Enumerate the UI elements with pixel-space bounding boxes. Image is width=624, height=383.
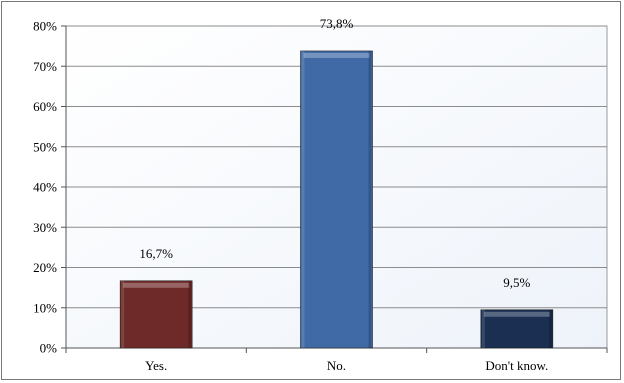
bar-edge-highlight [301, 50, 305, 349]
y-tick-label: 0% [40, 341, 58, 356]
bars: 16,7% 73,8% 9,5% [119, 16, 554, 349]
bar-highlight [303, 52, 370, 58]
bar-edge-highlight [481, 309, 485, 348]
bar-highlight [483, 311, 550, 317]
x-axis: Yes. No. Don't know. [65, 348, 608, 373]
y-tick-label: 30% [33, 220, 57, 235]
bar-edge-shadow [548, 309, 552, 348]
x-tick-label: Yes. [145, 358, 167, 373]
x-tick-label: Don't know. [485, 358, 548, 373]
y-tick-label: 80% [33, 19, 57, 34]
y-tick-label: 50% [33, 139, 57, 154]
y-tick-label: 70% [33, 59, 57, 74]
bar-edge-highlight [121, 280, 125, 348]
data-label: 73,8% [320, 16, 354, 31]
y-tick-label: 60% [33, 99, 57, 114]
bar-edge-shadow [188, 280, 192, 348]
y-tick-label: 20% [33, 260, 57, 275]
bar [480, 309, 554, 349]
y-tick-label: 40% [33, 180, 57, 195]
y-axis: 0% 10% 20% 30% 40% 50% 60% 70% 80% [33, 19, 607, 356]
data-label: 9,5% [503, 275, 530, 290]
bar-group [480, 309, 554, 349]
data-label: 16,7% [139, 246, 173, 261]
bar [119, 280, 193, 349]
bar-group [300, 50, 373, 349]
bar [300, 50, 373, 349]
bar-edge-shadow [368, 50, 372, 349]
y-tick-label: 10% [33, 300, 57, 315]
bar-group [119, 280, 193, 349]
bar-highlight [123, 282, 190, 288]
x-tick-label: No. [327, 358, 346, 373]
